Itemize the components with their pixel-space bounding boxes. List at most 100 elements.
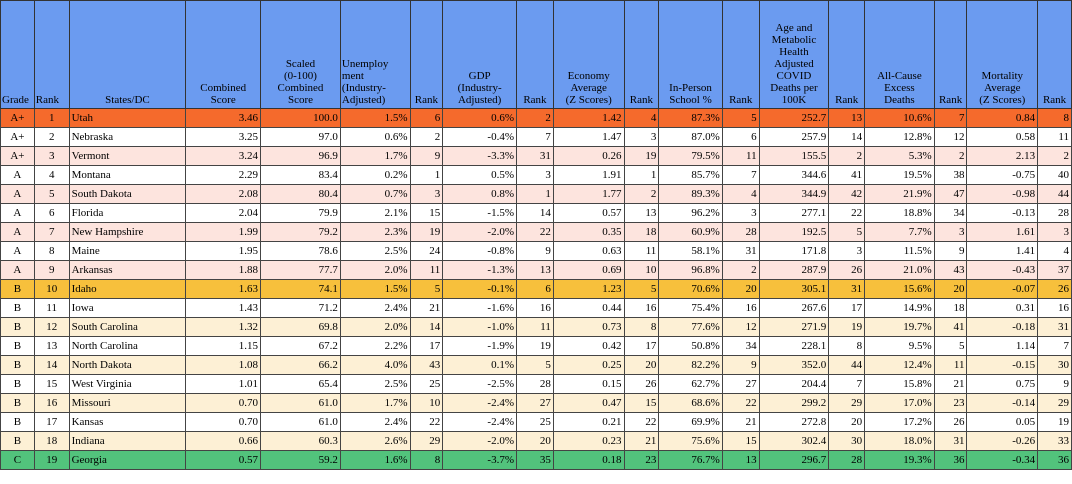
cell-econ-rank: 3 [623,127,660,147]
cell-school: 96.2% [658,203,723,223]
cell-school-rank: 28 [721,222,760,242]
cell-scaled: 66.2 [260,355,341,375]
cell-gdp-rank: 1 [516,184,554,204]
cell-combined: 0.66 [185,431,262,451]
cell-gdp: -1.9% [442,336,517,356]
cell-rank: 3 [33,146,70,166]
cell-school-rank: 12 [721,317,760,337]
cell-covid: 155.5 [758,146,830,166]
cell-excess: 12.4% [864,355,935,375]
cell-unemp-rank: 11 [409,260,444,280]
cell-econ-rank: 10 [623,260,660,280]
cell-school-rank: 2 [721,260,760,280]
cell-combined: 3.25 [185,127,262,147]
cell-scaled: 97.0 [260,127,341,147]
cell-econ-rank: 11 [623,241,660,261]
table-row: A 8 Maine 1.95 78.6 2.5% 24 -0.8% 9 0.63 11 58.1% 31… [0,241,1072,261]
cell-school-rank: 34 [721,336,760,356]
cell-grade: B [0,336,35,356]
cell-excess-rank: 31 [933,431,968,451]
cell-covid-rank: 41 [828,165,866,185]
column-header: Unemploy ment (Industry- Adjusted) [339,0,411,109]
cell-state: West Virginia [68,374,187,394]
table-row: A+ 3 Vermont 3.24 96.9 1.7% 9 -3.3% 31 0.26 19 79.5… [0,146,1072,166]
cell-rank: 9 [33,260,70,280]
table-row: B 11 Iowa 1.43 71.2 2.4% 21 -1.6% 16 0.44 16 75.4% 1… [0,298,1072,318]
cell-gdp: 0.8% [442,184,517,204]
cell-mort-rank: 11 [1037,127,1072,147]
cell-covid-rank: 20 [828,412,866,432]
cell-school-rank: 11 [721,146,760,166]
cell-rank: 6 [33,203,70,223]
cell-mort: 0.75 [966,374,1039,394]
cell-mort: 1.61 [966,222,1039,242]
cell-mort: -0.14 [966,393,1039,413]
cell-econ: 0.15 [552,374,625,394]
cell-unemp-rank: 6 [409,108,444,128]
cell-state: North Carolina [68,336,187,356]
cell-gdp-rank: 27 [516,393,554,413]
cell-unemp-rank: 2 [409,127,444,147]
cell-gdp: -3.3% [442,146,517,166]
cell-school: 77.6% [658,317,723,337]
column-header: Economy Average (Z Scores) [552,0,625,109]
cell-state: South Carolina [68,317,187,337]
cell-school: 60.9% [658,222,723,242]
cell-covid: 305.1 [758,279,830,299]
cell-state: Indiana [68,431,187,451]
cell-combined: 3.24 [185,146,262,166]
cell-excess-rank: 2 [933,146,968,166]
cell-excess-rank: 20 [933,279,968,299]
cell-combined: 1.15 [185,336,262,356]
cell-school-rank: 27 [721,374,760,394]
column-header: Mortality Average (Z Scores) [966,0,1039,109]
cell-covid: 192.5 [758,222,830,242]
cell-econ: 0.23 [552,431,625,451]
cell-excess-rank: 41 [933,317,968,337]
cell-grade: B [0,393,35,413]
cell-mort-rank: 2 [1037,146,1072,166]
cell-gdp-rank: 2 [516,108,554,128]
cell-mort: -0.98 [966,184,1039,204]
column-header: Grade [0,0,35,109]
cell-excess: 18.8% [864,203,935,223]
column-header: Scaled (0-100) Combined Score [260,0,341,109]
cell-scaled: 74.1 [260,279,341,299]
cell-unemp: 1.7% [339,393,411,413]
table-row: A 4 Montana 2.29 83.4 0.2% 1 0.5% 3 1.91 1 85.7% 7 34… [0,165,1072,185]
cell-econ: 0.63 [552,241,625,261]
cell-rank: 18 [33,431,70,451]
cell-covid: 271.9 [758,317,830,337]
cell-rank: 10 [33,279,70,299]
cell-excess: 21.9% [864,184,935,204]
cell-state: South Dakota [68,184,187,204]
cell-grade: A [0,222,35,242]
cell-mort: -0.15 [966,355,1039,375]
table-row: B 17 Kansas 0.70 61.0 2.4% 22 -2.4% 25 0.21 22 69.9… [0,412,1072,432]
cell-mort-rank: 19 [1037,412,1072,432]
cell-mort: 0.84 [966,108,1039,128]
cell-mort-rank: 33 [1037,431,1072,451]
cell-mort-rank: 29 [1037,393,1072,413]
cell-combined: 1.32 [185,317,262,337]
cell-gdp: -2.4% [442,412,517,432]
cell-mort: 2.13 [966,146,1039,166]
cell-excess: 19.5% [864,165,935,185]
cell-rank: 15 [33,374,70,394]
cell-mort-rank: 7 [1037,336,1072,356]
cell-unemp: 2.0% [339,317,411,337]
cell-econ-rank: 4 [623,108,660,128]
cell-covid-rank: 7 [828,374,866,394]
cell-combined: 0.57 [185,450,262,470]
cell-school-rank: 13 [721,450,760,470]
cell-gdp-rank: 5 [516,355,554,375]
cell-unemp-rank: 3 [409,184,444,204]
cell-school: 87.3% [658,108,723,128]
cell-econ-rank: 15 [623,393,660,413]
cell-econ-rank: 2 [623,184,660,204]
cell-grade: A+ [0,127,35,147]
cell-unemp: 1.6% [339,450,411,470]
cell-excess-rank: 5 [933,336,968,356]
cell-excess: 14.9% [864,298,935,318]
cell-econ-rank: 26 [623,374,660,394]
